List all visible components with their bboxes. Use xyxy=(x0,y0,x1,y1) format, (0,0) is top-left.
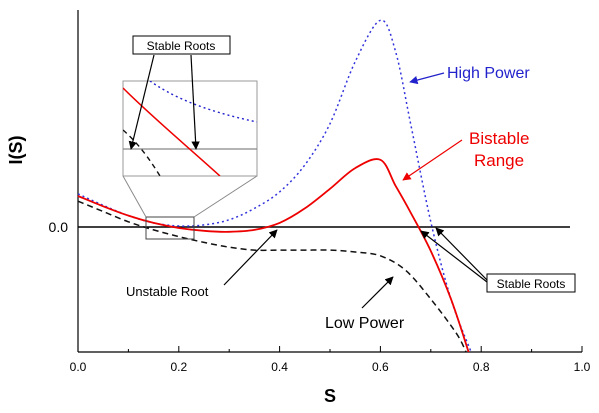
x-tick-label: 0.6 xyxy=(372,360,389,374)
stable-roots-arrow-2 xyxy=(435,227,488,281)
x-tick-label: 0.8 xyxy=(473,360,490,374)
inset-arrow-left xyxy=(128,54,155,150)
inset-arrow-right xyxy=(190,54,200,150)
low-power-arrow xyxy=(361,276,394,309)
y-tick-label: 0.0 xyxy=(49,219,69,235)
bistable-label-line2: Range xyxy=(474,151,524,170)
low-power-label: Low Power xyxy=(325,315,405,332)
unstable-root-arrow xyxy=(223,229,278,286)
stable-roots-main-text: Stable Roots xyxy=(497,277,566,291)
zoom-connector-right xyxy=(193,175,258,218)
unstable-root-label: Unstable Root xyxy=(126,284,209,299)
inset-high-power-curve xyxy=(149,81,257,123)
series-bistable-range-line xyxy=(77,158,470,353)
y-axis-title: I(S) xyxy=(6,135,26,164)
zoom-inset xyxy=(122,80,258,177)
stable-roots-arrow-1 xyxy=(420,230,488,283)
x-tick-label: 0.0 xyxy=(70,360,87,374)
inset-low-power-curve xyxy=(123,129,161,176)
stable-roots-main-label: Stable Roots xyxy=(486,273,576,293)
stable-roots-inset-label: Stable Roots xyxy=(132,35,231,55)
zoom-connector-left xyxy=(122,175,147,218)
bistable-arrow xyxy=(402,139,463,181)
plot-area: 0.0 0.2 0.4 0.6 0.8 1.0 0.0 xyxy=(49,10,591,374)
x-tick-label: 0.2 xyxy=(170,360,187,374)
stable-roots-inset-text: Stable Roots xyxy=(147,39,216,53)
zoom-region-box xyxy=(145,216,195,240)
high-power-label: High Power xyxy=(447,65,530,82)
high-power-arrow xyxy=(409,72,445,85)
x-ticks: 0.0 0.2 0.4 0.6 0.8 1.0 xyxy=(70,346,591,374)
y-ticks: 0.0 xyxy=(49,219,84,235)
inset-bistable-curve xyxy=(123,87,221,176)
bistable-label-line1: Bistable xyxy=(469,129,529,148)
x-tick-label: 0.4 xyxy=(271,360,288,374)
x-tick-label: 1.0 xyxy=(574,360,591,374)
x-axis-title: S xyxy=(324,386,336,406)
